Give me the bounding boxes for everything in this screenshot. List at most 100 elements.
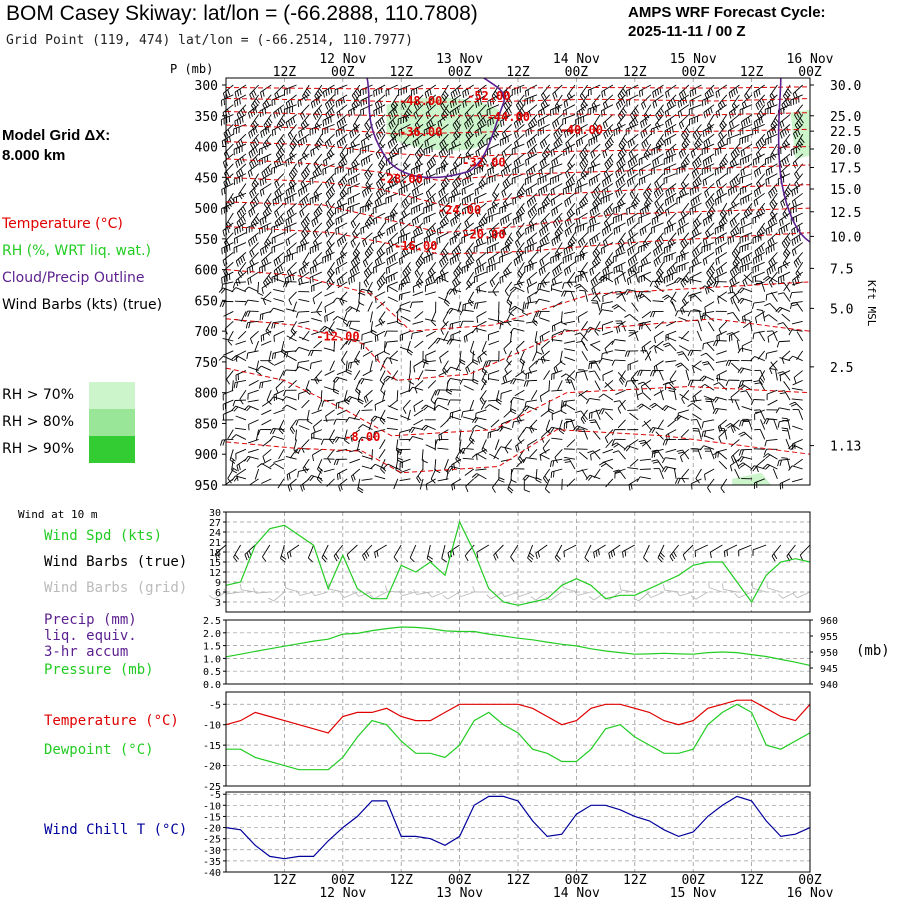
- wind-barb: [378, 449, 386, 459]
- wind-barb: [248, 379, 259, 386]
- wind-barb: [336, 328, 348, 332]
- wind-barb: [522, 405, 538, 412]
- wind-barb: [235, 370, 247, 382]
- wind-barb: [399, 468, 411, 474]
- wind-barb: [364, 114, 373, 131]
- wind-barb: [537, 202, 550, 216]
- wind-barb: [486, 232, 500, 245]
- wind-barb: [476, 311, 487, 323]
- wind-barb: [433, 404, 449, 411]
- legend-wind-barbs: Wind Barbs (kts) (true): [2, 297, 163, 313]
- wind-barb: [271, 94, 285, 107]
- wind-barb: [503, 409, 512, 418]
- date-label: 14 Nov: [553, 52, 600, 67]
- wind-barb: [266, 390, 272, 405]
- wind-barb: [262, 448, 272, 463]
- wind-barb: [359, 202, 373, 214]
- wind-barb: [245, 320, 259, 329]
- wind-barb: [554, 222, 564, 239]
- wind-barb: [281, 396, 297, 402]
- wind-barb: [369, 360, 373, 372]
- wind-barb: [513, 114, 525, 129]
- wind-barb: [465, 124, 475, 141]
- wind-barb: [249, 242, 259, 258]
- wind-barb: [412, 281, 424, 293]
- wind-barb: [553, 133, 563, 150]
- wind-barb: [387, 320, 398, 325]
- wind-barb: [310, 437, 322, 440]
- wind-barb: [475, 84, 487, 99]
- wind-barb: [289, 449, 297, 459]
- wind-barb: [462, 94, 474, 108]
- wind-barb: [297, 468, 310, 478]
- wind-barb: [434, 397, 449, 404]
- wind-barb: [362, 232, 373, 247]
- wind-barb: [396, 311, 404, 326]
- pressure-tick-label: 650: [195, 294, 218, 309]
- wind-barb: [396, 390, 399, 402]
- wind-speed-axis-label: 12: [209, 568, 221, 579]
- pressure-axis-label: 950: [820, 648, 838, 659]
- wind-barb: [333, 340, 335, 353]
- wind-barb: [285, 114, 297, 129]
- wind-barb: [510, 400, 517, 415]
- wind-barb: [462, 173, 474, 187]
- wind-barb: [309, 360, 322, 370]
- wind-barb: [488, 399, 500, 402]
- wind-barb: [353, 409, 361, 420]
- wind-barb: [307, 474, 323, 482]
- wind-barb: [345, 416, 360, 423]
- wind-barb: [473, 271, 487, 284]
- wind-barb: [452, 173, 462, 189]
- wind-barb: [499, 133, 512, 147]
- legend-temperature: Temperature (°C): [2, 216, 123, 232]
- temperature-contour-label: -28.00: [380, 172, 423, 186]
- wind-barb: [423, 212, 436, 225]
- wind-barb: [459, 309, 474, 316]
- wind-10m-label: Wind at 10 m: [18, 508, 98, 521]
- wind-barb: [484, 404, 500, 411]
- wind-barb: [259, 242, 272, 256]
- wind-barb: [332, 376, 348, 383]
- wind-barb: [320, 390, 323, 402]
- wind-barb: [269, 463, 285, 470]
- wind-barb: [450, 389, 462, 391]
- wind-barb: [550, 281, 563, 292]
- wind-barb: [539, 252, 550, 267]
- wind-barb: [302, 458, 310, 474]
- wind-barb: [283, 84, 297, 96]
- wind-barb: [460, 320, 474, 327]
- wind-barb: [376, 301, 386, 309]
- wind-barb: [332, 315, 348, 322]
- wind-barb: [364, 163, 373, 180]
- wind-barb: [437, 478, 449, 482]
- wind-barb: [317, 458, 323, 474]
- wind-barb: [221, 94, 234, 107]
- wind-barb: [223, 350, 234, 356]
- wind-barb: [503, 340, 512, 355]
- wind-speed-axis-label: 15: [209, 558, 221, 569]
- wind-chill-axis-label: -10: [203, 801, 221, 812]
- wind-barb: [363, 271, 373, 288]
- wind-barb: [349, 458, 360, 464]
- pressure-label: Pressure (mb): [44, 662, 154, 678]
- wind-barb: [273, 409, 285, 415]
- wind-barb: [481, 439, 488, 455]
- wind-barb: [333, 458, 348, 466]
- pressure-unit-label: (mb): [856, 643, 890, 659]
- wind-barb: [314, 84, 324, 101]
- wind-barb: [538, 183, 550, 197]
- wind-barb: [425, 291, 436, 296]
- wind-barb: [373, 84, 386, 98]
- wind-barb: [262, 202, 272, 219]
- bottom-time-tick-label: 12Z: [273, 873, 297, 888]
- wind-barb: [345, 396, 360, 403]
- wind-barb: [324, 291, 335, 297]
- kft-tick-label: 2.5: [830, 361, 853, 376]
- model-grid-info: Model Grid ΔX: 8.000 km: [2, 126, 110, 166]
- wind-barb: [439, 350, 449, 364]
- wind-barb: [522, 426, 538, 433]
- wind-barb: [549, 173, 563, 185]
- wind-barb: [510, 378, 525, 385]
- wind-barb: [336, 271, 348, 287]
